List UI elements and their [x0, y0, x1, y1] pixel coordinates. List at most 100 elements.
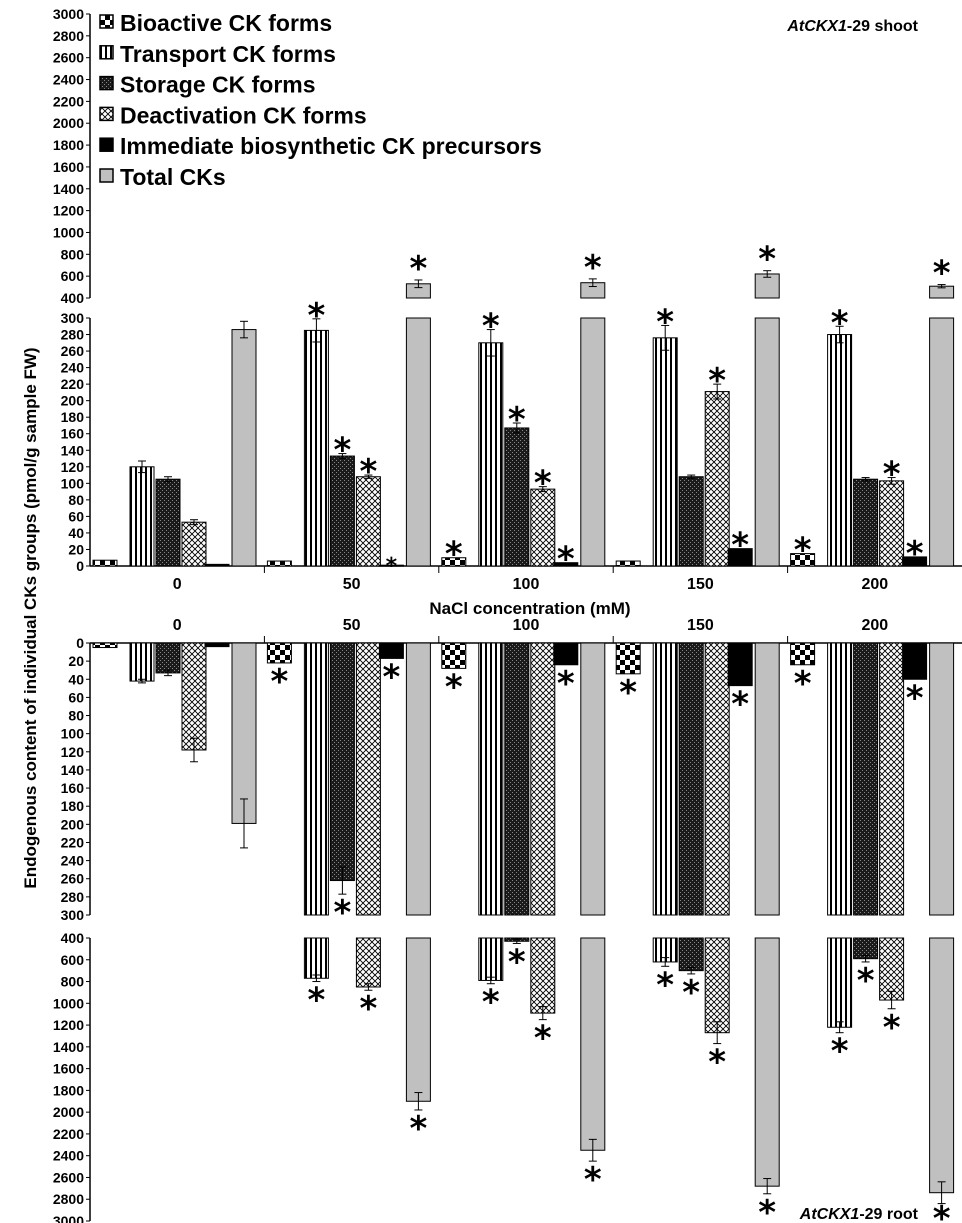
bar-bioactive-ck-forms — [790, 553, 816, 567]
bar-total-cks — [754, 642, 780, 916]
y-tick-label: 60 — [68, 689, 84, 705]
y-tick-label: 80 — [68, 492, 84, 508]
significance-star: * — [831, 1032, 849, 1072]
y-tick-label: 240 — [61, 360, 85, 376]
bar-total-cks-upper — [929, 937, 955, 1194]
bar-storage-ck-forms — [853, 642, 879, 916]
bar-deactivation-ck-forms-upper — [355, 937, 381, 988]
significance-star: * — [794, 531, 812, 571]
y-tick-label: 1200 — [53, 203, 84, 219]
shoot-panel-title: AtCKX1-29 shoot — [786, 18, 918, 35]
category-label: 150 — [687, 576, 714, 593]
legend-swatch — [99, 106, 114, 122]
y-tick-label: 800 — [61, 246, 85, 262]
bar-deactivation-ck-forms — [355, 642, 381, 916]
y-tick-label: 300 — [61, 907, 85, 923]
significance-star: * — [758, 1193, 776, 1223]
y-tick-label: 140 — [61, 762, 85, 778]
y-tick-label: 260 — [61, 871, 85, 887]
category-label: 200 — [861, 576, 888, 593]
bar-bioactive-ck-forms — [266, 560, 292, 567]
bar-immediate-biosynthetic-ck-precursors — [204, 642, 230, 648]
legend-label: Immediate biosynthetic CK precursors — [120, 133, 542, 159]
y-tick-label: 260 — [61, 343, 85, 359]
bar-immediate-biosynthetic-ck-precursors — [553, 642, 579, 666]
y-tick-label: 280 — [61, 889, 85, 905]
y-tick-label: 60 — [68, 508, 84, 524]
significance-star: * — [508, 400, 526, 440]
bar-deactivation-ck-forms — [704, 642, 730, 916]
y-tick-label: 3000 — [53, 6, 84, 22]
significance-star: * — [557, 664, 575, 704]
y-tick-label: 2400 — [53, 1148, 84, 1164]
bar-storage-ck-forms — [155, 478, 181, 567]
bar-total-cks-upper — [754, 273, 780, 299]
significance-star: * — [682, 973, 700, 1013]
y-tick-label: 160 — [61, 780, 85, 796]
y-tick-label: 160 — [61, 426, 85, 442]
y-tick-label: 1800 — [53, 137, 84, 153]
significance-star: * — [708, 1043, 726, 1083]
significance-star: * — [831, 303, 849, 343]
shoot-panel: 4006008001000120014001600180020002200240… — [53, 6, 962, 593]
shoot-lower-tick-labels: 0204060801001201401601802002202402602803… — [61, 310, 90, 574]
root-category-labels: 0 50 100 150 200 — [173, 617, 888, 643]
bar-transport-ck-forms — [827, 642, 853, 916]
x-axis-title: NaCl concentration (mM) — [429, 599, 630, 618]
bar-transport-ck-forms — [652, 642, 678, 916]
legend-swatch — [99, 14, 114, 29]
y-tick-label: 200 — [61, 393, 85, 409]
y-tick-label: 100 — [61, 726, 85, 742]
bar-immediate-biosynthetic-ck-precursors — [902, 556, 928, 567]
bar-deactivation-ck-forms-upper — [879, 937, 905, 1001]
significance-star: * — [360, 452, 378, 492]
bar-deactivation-ck-forms — [355, 476, 381, 567]
bar-immediate-biosynthetic-ck-precursors — [204, 563, 230, 567]
y-tick-label: 40 — [68, 671, 84, 687]
y-tick-label: 1000 — [53, 995, 84, 1011]
y-tick-label: 3000 — [53, 1213, 84, 1223]
shoot-upper-tick-labels: 400 600 800 1000 1200 1400 1600 1800 2000 2200 240… — [53, 6, 90, 306]
bar-transport-ck-forms-upper — [827, 937, 853, 1028]
bar-deactivation-ck-forms — [704, 391, 730, 567]
bar-immediate-biosynthetic-ck-precursors — [727, 642, 753, 687]
shoot-category-labels: 0 50 100 150 200 — [173, 566, 888, 593]
bar-bioactive-ck-forms — [615, 642, 641, 675]
legend-swatch — [99, 168, 114, 183]
bar-immediate-biosynthetic-ck-precursors — [378, 564, 404, 567]
category-label: 150 — [687, 617, 714, 634]
significance-star: * — [534, 464, 552, 504]
significance-star: * — [758, 240, 776, 280]
bar-immediate-biosynthetic-ck-precursors — [378, 642, 404, 659]
bar-total-cks — [231, 642, 257, 824]
y-axis-title: Endogenous content of individual CKs gro… — [21, 347, 40, 888]
y-tick-label: 2000 — [53, 1104, 84, 1120]
significance-star: * — [534, 1019, 552, 1059]
significance-star: * — [557, 540, 575, 580]
significance-star: * — [386, 554, 398, 579]
bar-total-cks — [231, 329, 257, 567]
y-tick-label: 20 — [68, 541, 84, 557]
bar-storage-ck-forms — [504, 427, 530, 567]
y-tick-label: 2600 — [53, 50, 84, 66]
bar-total-cks-upper — [580, 937, 606, 1151]
significance-star: * — [883, 1008, 901, 1048]
bar-bioactive-ck-forms — [266, 642, 292, 664]
category-label: 50 — [343, 617, 361, 634]
root-bars: * * * ** * ***** ****** ** **** * — [92, 642, 955, 1223]
significance-star: * — [906, 678, 924, 718]
y-tick-label: 600 — [61, 268, 85, 284]
significance-star: * — [584, 248, 602, 288]
significance-star: * — [883, 455, 901, 495]
bar-storage-ck-forms — [678, 642, 704, 916]
significance-star: * — [584, 1160, 602, 1200]
significance-star: * — [383, 657, 401, 697]
y-tick-label: 2400 — [53, 72, 84, 88]
y-tick-label: 2000 — [53, 115, 84, 131]
significance-star: * — [308, 296, 326, 336]
y-tick-label: 2200 — [53, 93, 84, 109]
significance-star: * — [410, 1109, 428, 1149]
bar-transport-ck-forms — [827, 334, 853, 567]
bar-storage-ck-forms — [329, 455, 355, 567]
bar-transport-ck-forms — [652, 337, 678, 567]
